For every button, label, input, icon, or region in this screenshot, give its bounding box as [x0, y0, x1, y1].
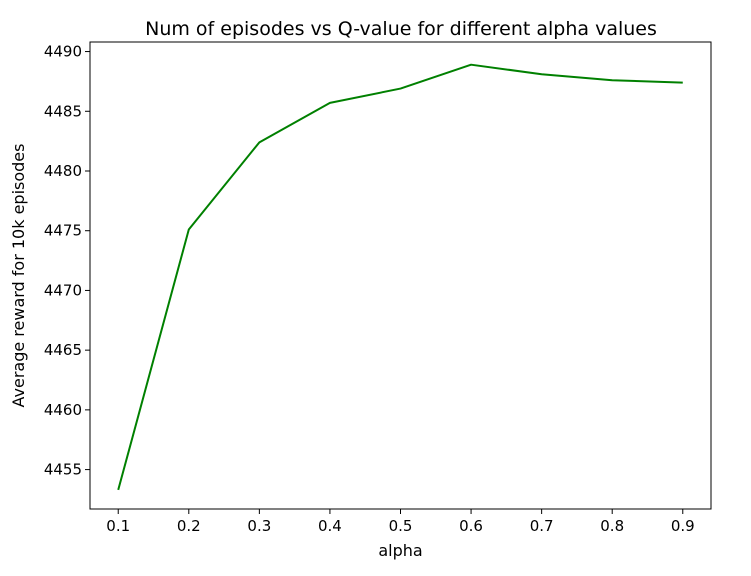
y-tick-label: 4455 — [44, 461, 82, 479]
x-tick-label: 0.8 — [600, 517, 624, 535]
x-axis-label: alpha — [378, 541, 422, 560]
x-tick-label: 0.4 — [318, 517, 342, 535]
x-tick-label: 0.9 — [671, 517, 695, 535]
y-tick-label: 4490 — [44, 43, 82, 61]
y-tick-label: 4470 — [44, 281, 82, 299]
x-tick-label: 0.1 — [106, 517, 130, 535]
y-tick-label: 4465 — [44, 341, 82, 359]
chart-title: Num of episodes vs Q-value for different… — [145, 18, 657, 40]
x-tick-label: 0.5 — [389, 517, 413, 535]
x-tick-label: 0.7 — [530, 517, 554, 535]
y-tick-label: 4485 — [44, 102, 82, 120]
y-axis-label: Average reward for 10k episodes — [9, 144, 28, 408]
x-tick-label: 0.3 — [247, 517, 271, 535]
plot-area-frame — [89, 41, 712, 510]
y-axis: 4455 4460 4465 4470 4475 4480 4485 4490 — [44, 43, 90, 479]
y-tick-label: 4480 — [44, 162, 82, 180]
x-tick-label: 0.6 — [459, 517, 483, 535]
y-tick-label: 4460 — [44, 401, 82, 419]
x-tick-label: 0.2 — [177, 517, 201, 535]
series-line — [117, 63, 683, 491]
y-tick-label: 4475 — [44, 222, 82, 240]
x-axis: 0.1 0.2 0.3 0.4 0.5 0.6 0.7 0.8 0.9 — [106, 509, 695, 535]
series-layer — [117, 63, 683, 491]
